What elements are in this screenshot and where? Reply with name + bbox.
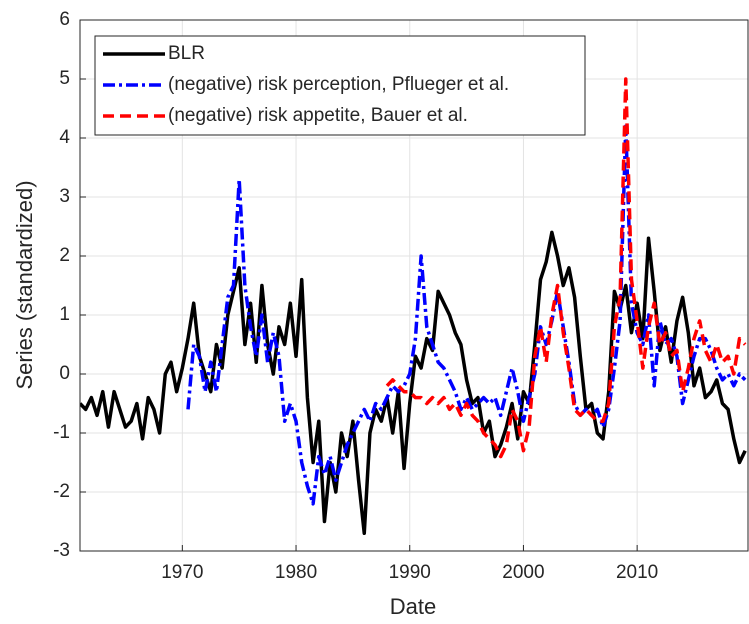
y-tick-label: -1	[53, 422, 70, 443]
y-tick-label: 1	[59, 304, 70, 325]
series-line	[186, 124, 747, 506]
plot-frame	[79, 19, 749, 552]
legend-label: BLR	[168, 43, 205, 64]
x-tick-label: 1990	[389, 562, 431, 583]
y-tick-label: 3	[59, 186, 70, 207]
y-tick-label: 0	[59, 363, 70, 384]
series-line	[385, 77, 747, 459]
y-tick-label: -2	[53, 481, 70, 502]
y-tick-label: -3	[53, 540, 70, 561]
y-tick-label: 6	[59, 9, 70, 30]
legend-label: (negative) risk perception, Pflueger et …	[168, 74, 509, 95]
legend-box	[94, 35, 586, 136]
x-axis-label: Date	[390, 594, 436, 619]
x-tick-label: 1980	[275, 562, 317, 583]
y-tick-label: 5	[59, 68, 70, 89]
y-tick-label: 2	[59, 245, 70, 266]
x-tick-label: 2010	[616, 562, 658, 583]
y-axis-label: Series (standardized)	[12, 180, 37, 389]
y-tick-label: 4	[59, 127, 70, 148]
legend-label: (negative) risk appetite, Bauer et al.	[168, 105, 468, 126]
x-tick-label: 1970	[161, 562, 203, 583]
x-tick-label: 2000	[502, 562, 544, 583]
series-line	[80, 230, 747, 536]
